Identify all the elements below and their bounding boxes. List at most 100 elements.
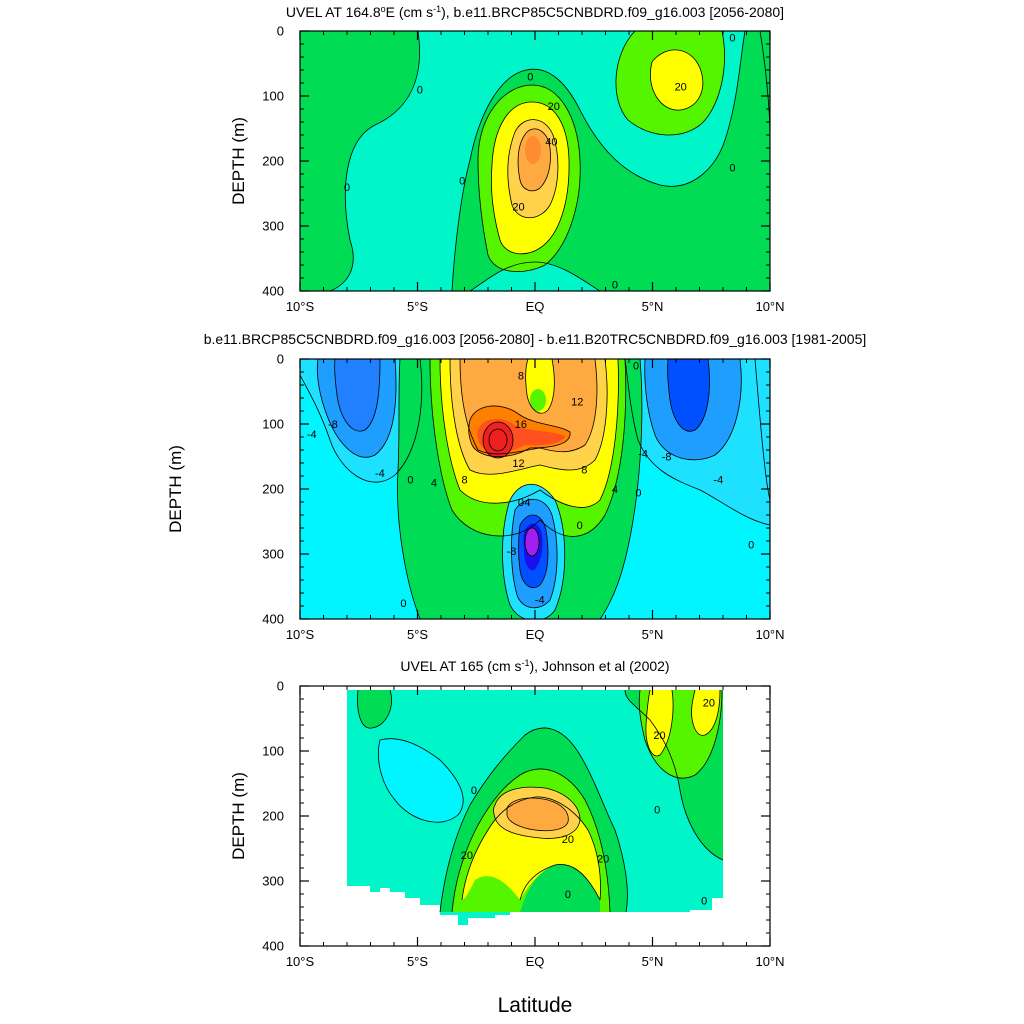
panel-2-difference: b.e11.BRCP85C5CNBDRD.f09_g16.003 [2056-2… <box>166 331 866 642</box>
contour-value-label: 0 <box>635 487 641 499</box>
contour-line <box>645 689 674 757</box>
contour-value-label: 40 <box>545 137 557 149</box>
contour-line <box>468 405 571 458</box>
y-tick-label: 300 <box>262 219 284 234</box>
x-tick-label: 10°N <box>755 627 784 642</box>
contour-line <box>439 359 619 508</box>
panel-2-title: b.e11.BRCP85C5CNBDRD.f09_g16.003 [2056-2… <box>204 331 867 347</box>
contour-value-label: -4 <box>375 468 385 480</box>
contour-line <box>506 797 569 832</box>
contour-value-label: 20 <box>562 834 574 846</box>
contour-value-label: 4 <box>612 484 618 496</box>
y-tick-label: 0 <box>277 679 284 694</box>
contour-line <box>469 261 601 291</box>
field-band-0-sw <box>357 690 392 729</box>
contour-value-label: 0 <box>565 889 571 901</box>
contour-value-label: 0 <box>459 176 465 188</box>
contour-value-label: 20 <box>703 697 715 709</box>
contour-line <box>377 738 464 823</box>
x-tick-label: EQ <box>526 627 545 642</box>
contour-line <box>517 128 551 192</box>
x-tick-label: EQ <box>526 299 545 314</box>
y-tick-label: 400 <box>262 612 284 627</box>
panel-1-ylabel: DEPTH (m) <box>229 117 248 205</box>
contour-value-label: -8 <box>662 452 672 464</box>
panel-3-observations: UVEL AT 165 (cm s-1), Johnson et al (200… <box>229 658 785 1017</box>
contour-line <box>429 359 627 537</box>
field-band-50-euc <box>525 136 541 164</box>
contour-value-label: -4 <box>521 497 531 509</box>
contour-line <box>615 31 725 136</box>
field-band-2-top <box>530 389 546 411</box>
contour-line <box>507 119 559 219</box>
field-band-minus10-north <box>667 359 710 432</box>
x-tick-label: 5°N <box>642 954 664 969</box>
x-tick-label: 5°S <box>407 954 428 969</box>
contour-line <box>691 689 721 736</box>
x-tick-label: 5°N <box>642 299 664 314</box>
contour-line <box>624 359 770 526</box>
y-tick-label: 300 <box>262 874 284 889</box>
field-band-minus8-south <box>334 359 380 432</box>
contour-value-label: 0 <box>654 805 660 817</box>
x-tick-label: 5°S <box>407 627 428 642</box>
panel-1-title: UVEL AT 164.8oE (cm s-1), b.e11.BRCP85C5… <box>286 4 784 20</box>
y-tick-label: 100 <box>262 89 284 104</box>
contour-value-label: 0 <box>577 520 583 532</box>
panel-1-contour-labels: 0 0 0 0 20 40 20 20 0 0 0 <box>344 33 736 292</box>
panel-2-ylabel: DEPTH (m) <box>166 445 185 533</box>
x-tick-label: 10°N <box>755 299 784 314</box>
panel-1-field <box>300 31 770 291</box>
contour-line <box>451 768 611 913</box>
x-tick-label: 10°S <box>286 627 315 642</box>
contour-value-label: 20 <box>548 101 560 113</box>
y-tick-label: 300 <box>262 547 284 562</box>
panel-1-model-uvel: UVEL AT 164.8oE (cm s-1), b.e11.BRCP85C5… <box>229 4 785 314</box>
contour-value-label: -4 <box>535 595 545 607</box>
field-band-minus20 <box>378 738 464 823</box>
contour-value-label: 0 <box>729 163 735 175</box>
contour-line <box>357 689 392 729</box>
contour-line <box>329 31 420 291</box>
contour-value-label: 12 <box>512 458 524 470</box>
contour-line <box>334 359 381 432</box>
contour-value-label: 4 <box>431 478 437 490</box>
x-tick-label: 5°S <box>407 299 428 314</box>
contour-value-label: -8 <box>328 419 338 431</box>
contour-value-label: 12 <box>571 396 583 408</box>
contour-line <box>519 864 601 901</box>
contour-value-label: 20 <box>653 730 665 742</box>
contour-value-label: 0 <box>701 896 707 908</box>
x-tick-label: 10°N <box>755 954 784 969</box>
contour-line <box>493 786 581 839</box>
contour-value-label: 0 <box>471 785 477 797</box>
contour-line <box>502 483 566 619</box>
contour-line <box>449 359 608 475</box>
contour-value-label: 0 <box>527 72 533 84</box>
field-band-0-south <box>300 31 420 291</box>
contour-line <box>754 359 770 501</box>
contour-line <box>439 727 628 913</box>
y-tick-label: 200 <box>262 154 284 169</box>
contour-value-label: 20 <box>461 850 473 862</box>
contour-line <box>624 689 724 861</box>
contour-value-label: 16 <box>515 419 527 431</box>
x-tick-label: 5°N <box>642 627 664 642</box>
contour-line <box>525 359 555 414</box>
contour-value-label: 0 <box>417 85 423 97</box>
panel-3-field <box>347 689 724 925</box>
contour-value-label: -4 <box>713 474 723 486</box>
y-tick-label: 200 <box>262 809 284 824</box>
contour-line <box>477 84 581 272</box>
contour-value-label: 0 <box>633 361 639 373</box>
x-tick-label: 10°S <box>286 299 315 314</box>
contour-line <box>667 359 710 432</box>
contour-value-label: -4 <box>307 429 317 441</box>
contour-value-label: 20 <box>512 202 524 214</box>
contour-line <box>524 527 540 557</box>
